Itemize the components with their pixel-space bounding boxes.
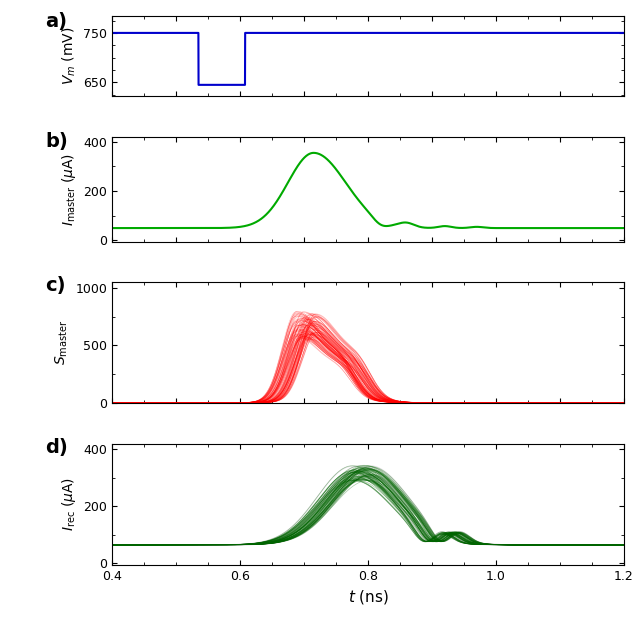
Y-axis label: $I_{\mathrm{rec}}$ ($\mu$A): $I_{\mathrm{rec}}$ ($\mu$A) [60, 477, 77, 531]
Y-axis label: $S_{\mathrm{master}}$: $S_{\mathrm{master}}$ [53, 320, 70, 365]
Text: d): d) [45, 437, 68, 457]
Y-axis label: $I_{\mathrm{master}}$ ($\mu$A): $I_{\mathrm{master}}$ ($\mu$A) [60, 153, 77, 226]
X-axis label: $t$ (ns): $t$ (ns) [348, 588, 388, 606]
Y-axis label: $V_m$ (mV): $V_m$ (mV) [60, 27, 77, 85]
Text: c): c) [45, 276, 66, 295]
Text: b): b) [45, 132, 68, 150]
Text: a): a) [45, 12, 67, 31]
